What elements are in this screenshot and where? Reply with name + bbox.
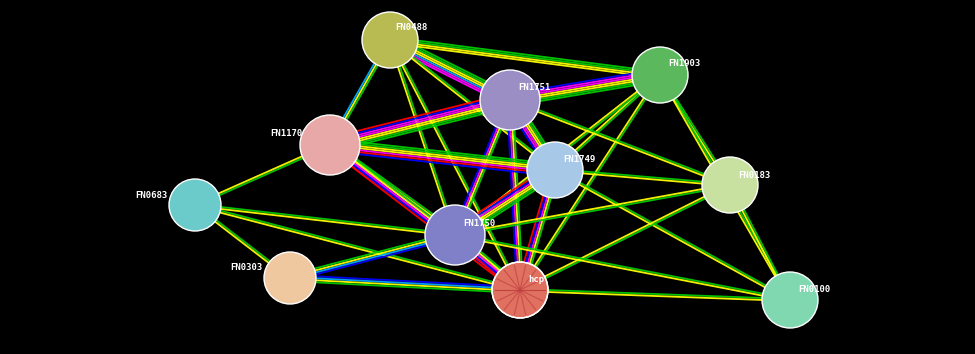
Circle shape [480, 70, 540, 130]
Circle shape [527, 142, 583, 198]
Circle shape [169, 179, 221, 231]
Circle shape [702, 157, 758, 213]
Text: FN0303: FN0303 [230, 263, 262, 273]
Text: FN1170: FN1170 [270, 129, 302, 137]
Text: FN1751: FN1751 [518, 84, 550, 92]
Circle shape [264, 252, 316, 304]
Text: FN0488: FN0488 [395, 23, 427, 33]
Text: FN0683: FN0683 [135, 190, 168, 200]
Text: FN1903: FN1903 [668, 58, 700, 68]
Circle shape [762, 272, 818, 328]
Text: FN0100: FN0100 [798, 285, 831, 295]
Text: FN0183: FN0183 [738, 171, 770, 179]
Circle shape [632, 47, 688, 103]
Circle shape [425, 205, 485, 265]
Circle shape [492, 262, 548, 318]
Text: FN1750: FN1750 [463, 218, 495, 228]
Text: hcp: hcp [528, 275, 544, 285]
Circle shape [300, 115, 360, 175]
Circle shape [362, 12, 418, 68]
Text: FN1749: FN1749 [563, 155, 596, 165]
